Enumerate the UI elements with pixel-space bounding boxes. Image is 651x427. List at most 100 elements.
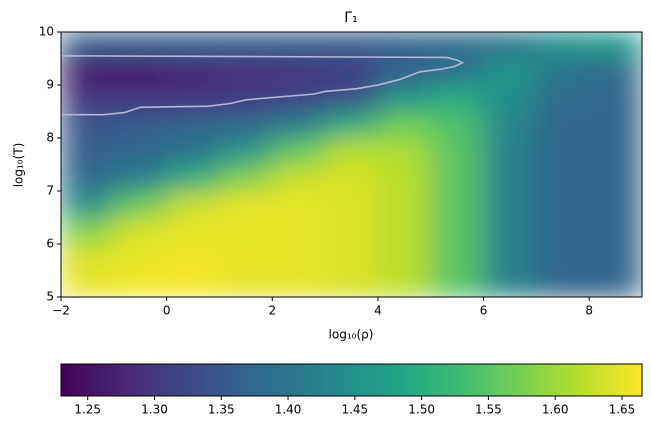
heatmap-cell <box>166 111 220 139</box>
heatmap-cell <box>218 58 273 86</box>
x-tick-label: 4 <box>374 304 382 318</box>
heatmap-cell <box>483 84 537 112</box>
heatmap-cell <box>271 111 326 139</box>
overlay <box>61 55 465 116</box>
y-tick-label: 7 <box>46 184 54 198</box>
heatmap-cell <box>377 32 432 59</box>
heatmap-cell <box>166 164 220 192</box>
colorbar-tick-label: 1.45 <box>341 403 368 417</box>
heatmap-cell <box>588 111 642 139</box>
heatmap-cell <box>430 137 485 165</box>
heatmap-cell <box>166 270 220 297</box>
heatmap-cell <box>166 32 220 59</box>
heatmap-cell <box>61 190 115 218</box>
y-tick-label: 10 <box>39 25 54 39</box>
x-tick-label: 6 <box>480 304 488 318</box>
heatmap-cell <box>324 270 379 297</box>
heatmap-cell <box>61 243 115 271</box>
heatmap-cell <box>218 190 273 218</box>
heatmap-cell <box>430 32 485 59</box>
heatmap-cell <box>588 137 642 165</box>
heatmap-cell <box>218 32 273 59</box>
heatmap-cell <box>535 190 590 218</box>
heatmap-cell <box>535 84 590 112</box>
colorbar-tick-label: 1.35 <box>208 403 235 417</box>
heatmap-cell <box>535 32 590 59</box>
y-tick-label: 9 <box>46 78 54 92</box>
heatmap-cell <box>324 243 379 271</box>
heatmap-cell <box>430 190 485 218</box>
heatmap-cell <box>113 190 168 218</box>
heatmap-cell <box>535 217 590 245</box>
heatmap-cell <box>113 111 168 139</box>
x-tick-label: 0 <box>163 304 171 318</box>
contour-line <box>61 55 465 116</box>
heatmap-cell <box>218 137 273 165</box>
colorbar-frame <box>60 363 643 397</box>
heatmap-cell <box>430 270 485 297</box>
heatmap-cell <box>61 270 115 297</box>
heatmap-cell <box>377 270 432 297</box>
heatmap-cell <box>113 164 168 192</box>
heatmap-cell <box>483 58 537 86</box>
heatmap-cell <box>113 58 168 86</box>
heatmap-cell <box>430 217 485 245</box>
heatmap-cell <box>271 190 326 218</box>
heatmap-cell <box>588 164 642 192</box>
heatmap-cell <box>324 217 379 245</box>
heatmap-cell <box>61 84 115 112</box>
colorbar-tick-label: 1.65 <box>609 403 636 417</box>
heatmap-cell <box>483 111 537 139</box>
heatmap-cell <box>483 137 537 165</box>
heatmap-cell <box>271 243 326 271</box>
heatmap-cell <box>271 137 326 165</box>
heatmap-cell <box>271 217 326 245</box>
heatmap-cell <box>535 111 590 139</box>
heatmap-cell <box>430 164 485 192</box>
heatmap-cell <box>271 58 326 86</box>
heatmap-cell <box>113 32 168 59</box>
y-axis-label: log₁₀(T) <box>12 143 26 188</box>
heatmap-cell <box>483 164 537 192</box>
heatmap-cell <box>588 84 642 112</box>
heatmap-cell <box>218 243 273 271</box>
heatmap-cell <box>377 84 432 112</box>
heatmap-cell <box>430 58 485 86</box>
heatmap-cell <box>61 111 115 139</box>
heatmap-cell <box>271 164 326 192</box>
heatmap-cell <box>166 217 220 245</box>
heatmap-cell <box>324 32 379 59</box>
heatmap-cell <box>324 111 379 139</box>
heatmap-cell <box>113 243 168 271</box>
heatmap-cell <box>535 137 590 165</box>
y-tick-label: 8 <box>46 131 54 145</box>
heatmap-cell <box>324 137 379 165</box>
heatmap-cell <box>324 164 379 192</box>
heatmap-cell <box>535 270 590 297</box>
chart-title: Γ₁ <box>344 10 357 26</box>
x-tick-label: 2 <box>268 304 276 318</box>
heatmap-cell <box>166 190 220 218</box>
heatmap-cell <box>377 190 432 218</box>
heatmap-cell <box>377 243 432 271</box>
heatmap-cell <box>166 84 220 112</box>
heatmap-cell <box>218 270 273 297</box>
heatmap-cell <box>61 32 115 59</box>
heatmap-cell <box>166 243 220 271</box>
heatmap-cell <box>588 243 642 271</box>
heatmap <box>61 32 642 297</box>
colorbar-tick-label: 1.50 <box>408 403 435 417</box>
heatmap-cell <box>483 32 537 59</box>
heatmap-cell <box>430 243 485 271</box>
heatmap-cell <box>377 137 432 165</box>
heatmap-cell <box>271 84 326 112</box>
heatmap-cell <box>166 137 220 165</box>
heatmap-cell <box>324 58 379 86</box>
colorbar-tick-label: 1.40 <box>275 403 302 417</box>
x-tick-label: −2 <box>52 304 70 318</box>
heatmap-cell <box>218 111 273 139</box>
heatmap-cell <box>61 164 115 192</box>
colorbar-tick-label: 1.60 <box>542 403 569 417</box>
